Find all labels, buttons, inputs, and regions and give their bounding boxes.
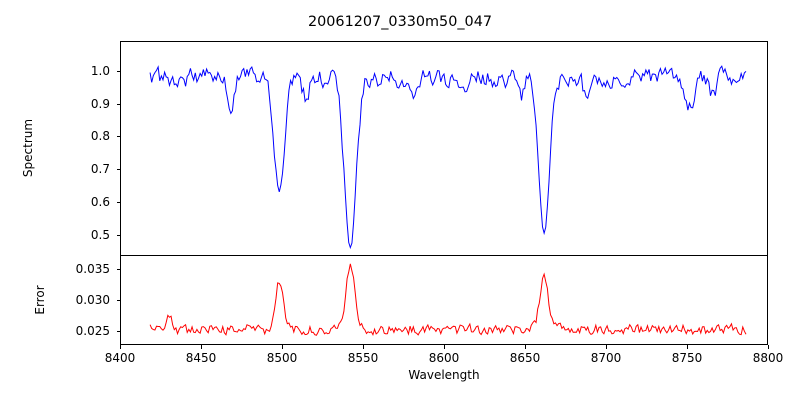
chart-title: 20061207_0330m50_047 — [307, 14, 493, 30]
spectrum-y-tick-mark — [116, 235, 120, 237]
x-tick-label: 8650 — [509, 351, 541, 365]
x-tick-label: 8500 — [266, 351, 298, 365]
x-tick-mark — [363, 345, 364, 349]
x-tick-label: 8600 — [428, 351, 460, 365]
spectrum-line-series — [121, 42, 767, 255]
x-tick-mark — [525, 345, 526, 349]
spectrum-y-tick-label: 1.0 — [90, 63, 110, 78]
spectrum-y-tick-mark — [116, 103, 120, 105]
spectrum-y-tick-mark — [116, 202, 120, 204]
x-tick-mark — [282, 345, 283, 349]
x-tick-label: 8400 — [104, 351, 136, 365]
x-tick-mark — [201, 345, 202, 349]
x-axis-label: Wavelength — [408, 368, 480, 382]
error-plot-area — [120, 255, 768, 345]
error-y-tick-label: 0.035 — [75, 261, 110, 276]
spectrum-y-tick-mark — [116, 169, 120, 171]
x-tick-label: 8700 — [590, 351, 622, 365]
x-tick-label: 8750 — [671, 351, 703, 365]
spectrum-y-tick-label: 0.7 — [90, 162, 110, 177]
error-line-series — [121, 256, 767, 344]
error-y-tick-mark — [116, 331, 120, 333]
error-y-tick-label: 0.025 — [75, 324, 110, 339]
spectrum-y-tick-label: 0.9 — [90, 96, 110, 111]
spectrum-y-tick-label: 0.5 — [90, 228, 110, 243]
error-y-tick-label: 0.030 — [75, 293, 110, 307]
x-tick-mark — [444, 345, 445, 349]
spectrum-y-tick-mark — [116, 70, 120, 72]
error-y-tick-mark — [116, 268, 120, 270]
x-tick-mark — [687, 345, 688, 349]
spectrum-y-tick-label: 0.8 — [90, 129, 110, 144]
x-tick-label: 8450 — [185, 351, 217, 365]
x-tick-mark — [606, 345, 607, 349]
x-tick-label: 8550 — [347, 351, 379, 365]
error-y-tick-mark — [116, 300, 120, 301]
spectrum-y-tick-label: 0.6 — [90, 195, 110, 210]
x-tick-label: 8800 — [752, 351, 784, 365]
x-tick-mark — [120, 345, 121, 349]
spectrum-plot-area — [120, 41, 768, 255]
x-tick-mark — [768, 345, 769, 349]
spectrum-y-tick-mark — [116, 136, 120, 138]
